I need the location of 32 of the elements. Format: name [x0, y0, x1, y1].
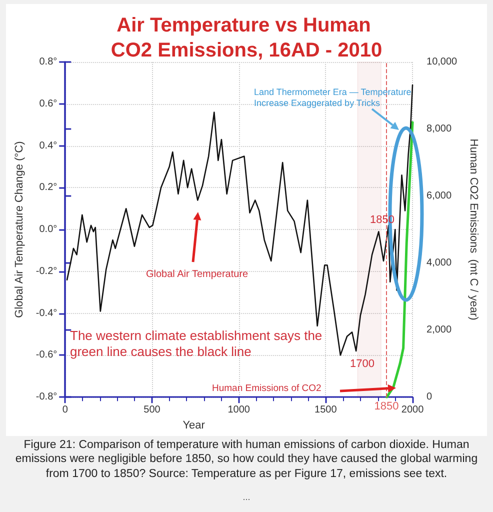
annotation: The western climate establishment says the green line causes the black line [70, 328, 324, 360]
y-tick-label: -0.2° [36, 266, 58, 277]
x-tick-label: 1500 [314, 404, 338, 416]
y-tick-label: -0.4° [36, 308, 58, 319]
ref-line-label: 1850 [374, 400, 399, 413]
y-tick-label: 0.0° [39, 224, 58, 236]
annotation: Land Thermometer Era — Temperature Increase Exaggerated by Tricks [254, 87, 412, 110]
y-tick-label: -0.6° [36, 350, 58, 361]
annotation: Human Emissions of CO2 [212, 383, 322, 395]
y2-tick-label: 0 [426, 392, 433, 403]
x-axis-title: Year [182, 420, 206, 432]
y2-tick-label: 6,000 [426, 190, 452, 202]
y2-tick-label: 4,000 [426, 258, 452, 269]
y-axis-title: Global Air Temperature Change (°C) [14, 141, 26, 318]
x-tick-label: 500 [144, 404, 161, 416]
y2-tick-label: 2,000 [426, 324, 452, 336]
y2-tick-label: 8,000 [426, 124, 452, 135]
y2-tick-label: 10,000 [426, 56, 458, 68]
y-tick-label: -0.8° [36, 392, 58, 403]
caption: Figure 21: Comparison of temperature with human emissions of carbon dioxide. Human emissions were negligible before 1850, so how could they have caused the global warming from 1700 to 1850? Source: Temperature as per Figure 17, emissions see text. [14, 438, 479, 482]
annotation: Global Air Temperature [146, 269, 250, 282]
y-tick-label: 0.4° [39, 140, 58, 152]
x-tick-label: 0 [62, 404, 68, 416]
text: ... [242, 492, 252, 504]
x-tick-label: 2000 [401, 404, 424, 416]
y2-axis-title: Human CO2 Emissions (mt C / year) [468, 138, 480, 320]
y-tick-label: 0.2° [39, 182, 58, 194]
y-tick-label: 0.6° [39, 98, 58, 110]
annotation: 1700 [350, 358, 376, 372]
x-tick-label: 1000 [228, 404, 250, 416]
chart-title: Air Temperature vs Human CO2 Emissions, 16AD - 2010 [110, 14, 382, 62]
y-tick-label: 0.8° [39, 56, 58, 68]
